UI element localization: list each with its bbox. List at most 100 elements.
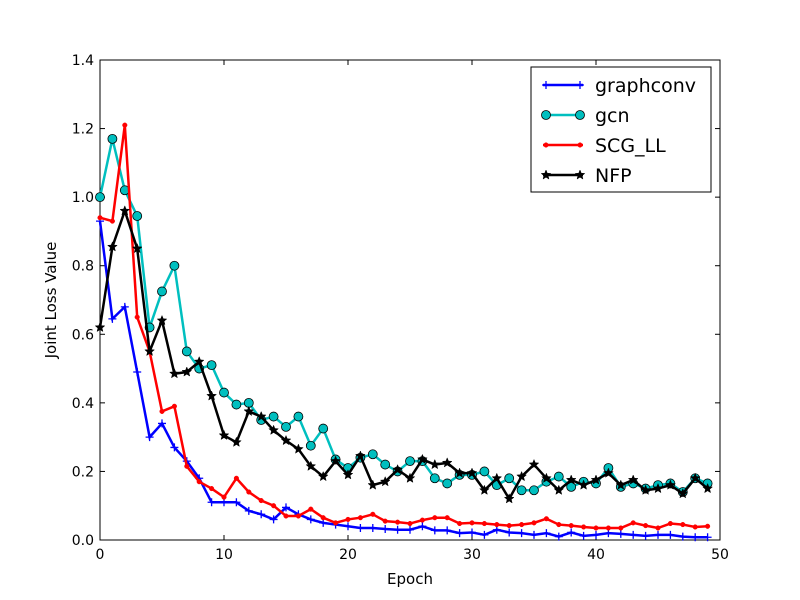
- data-point: [134, 314, 140, 320]
- data-point: [590, 474, 602, 485]
- data-point: [184, 463, 190, 469]
- data-point: [181, 346, 192, 357]
- series-scg-ll: [97, 122, 711, 531]
- data-point: [479, 466, 490, 477]
- data-point: [381, 525, 390, 534]
- data-point: [246, 489, 252, 495]
- data-point: [169, 368, 180, 379]
- data-point: [405, 456, 415, 467]
- data-point: [281, 421, 291, 432]
- data-point: [479, 484, 490, 495]
- data-point: [380, 459, 391, 470]
- data-point: [404, 472, 416, 483]
- data-point: [367, 449, 378, 460]
- data-point: [430, 526, 439, 535]
- data-point: [429, 473, 440, 484]
- data-point: [469, 520, 475, 526]
- data-point: [556, 522, 562, 528]
- data-point: [170, 443, 179, 452]
- x-tick-label: 20: [339, 547, 357, 563]
- data-point: [305, 440, 316, 451]
- data-point: [156, 314, 168, 326]
- data-point: [282, 503, 290, 512]
- data-point: [531, 520, 537, 526]
- data-point: [159, 408, 165, 414]
- data-point: [541, 472, 552, 483]
- data-point: [258, 498, 264, 504]
- x-tick-label: 30: [463, 547, 481, 563]
- data-point: [667, 520, 673, 527]
- data-point: [367, 479, 379, 490]
- data-point: [268, 424, 279, 435]
- data-point: [379, 476, 391, 487]
- data-point: [553, 471, 564, 482]
- legend-label: SCG_LL: [595, 135, 666, 157]
- data-point: [158, 419, 166, 428]
- data-point: [345, 516, 351, 522]
- legend-box: [530, 66, 712, 193]
- legend-item: NFP: [540, 165, 632, 187]
- y-tick-label: 0.8: [72, 259, 94, 275]
- data-point: [169, 260, 180, 271]
- data-point: [355, 450, 366, 461]
- data-point: [641, 531, 650, 540]
- data-point: [233, 475, 239, 481]
- data-point: [705, 523, 711, 529]
- legend-item: graphconv: [542, 75, 696, 97]
- axis-ticks: [99, 59, 721, 541]
- data-point: [567, 528, 576, 537]
- data-point: [443, 526, 452, 535]
- data-point: [283, 513, 289, 519]
- data-point: [395, 519, 401, 525]
- data-point: [655, 525, 661, 531]
- data-point: [344, 522, 352, 531]
- legend-marker: [541, 110, 551, 120]
- legend-marker: [540, 169, 552, 180]
- data-point: [466, 467, 478, 478]
- data-point: [568, 523, 574, 529]
- y-tick-label: 1.2: [72, 122, 94, 138]
- data-point: [218, 429, 230, 441]
- data-point: [406, 525, 414, 534]
- data-point: [579, 531, 588, 540]
- data-point: [629, 530, 638, 539]
- series-nfp: [94, 205, 713, 504]
- data-point: [305, 460, 317, 471]
- data-point: [120, 302, 129, 311]
- data-point: [578, 479, 589, 490]
- data-point: [468, 528, 476, 537]
- legend-label: graphconv: [595, 75, 696, 97]
- data-point: [244, 506, 253, 515]
- data-point: [231, 436, 242, 447]
- data-point: [231, 399, 242, 410]
- data-point: [196, 479, 202, 485]
- data-point: [268, 411, 279, 422]
- data-point: [444, 515, 450, 521]
- data-point: [643, 523, 649, 529]
- data-point: [491, 472, 503, 483]
- data-point: [553, 484, 565, 495]
- data-point: [418, 522, 427, 531]
- data-point: [306, 515, 315, 524]
- data-point: [702, 482, 713, 494]
- data-point: [654, 530, 662, 539]
- y-tick-label: 0.2: [72, 464, 94, 480]
- legend-marker: [575, 110, 585, 120]
- x-tick-label: 10: [215, 547, 233, 563]
- data-point: [429, 458, 441, 470]
- data-point: [94, 321, 106, 333]
- data-point: [678, 532, 687, 541]
- data-point: [108, 314, 117, 323]
- data-point: [209, 486, 215, 492]
- legend-item: gcn: [541, 105, 630, 127]
- data-point: [640, 484, 651, 495]
- data-point: [627, 474, 639, 485]
- data-point: [333, 520, 339, 526]
- data-point: [221, 494, 227, 500]
- data-point: [530, 530, 538, 539]
- data-point: [232, 498, 241, 507]
- data-point: [457, 520, 463, 527]
- data-point: [97, 215, 103, 221]
- legend-item: SCG_LL: [543, 135, 666, 157]
- data-point: [417, 453, 428, 465]
